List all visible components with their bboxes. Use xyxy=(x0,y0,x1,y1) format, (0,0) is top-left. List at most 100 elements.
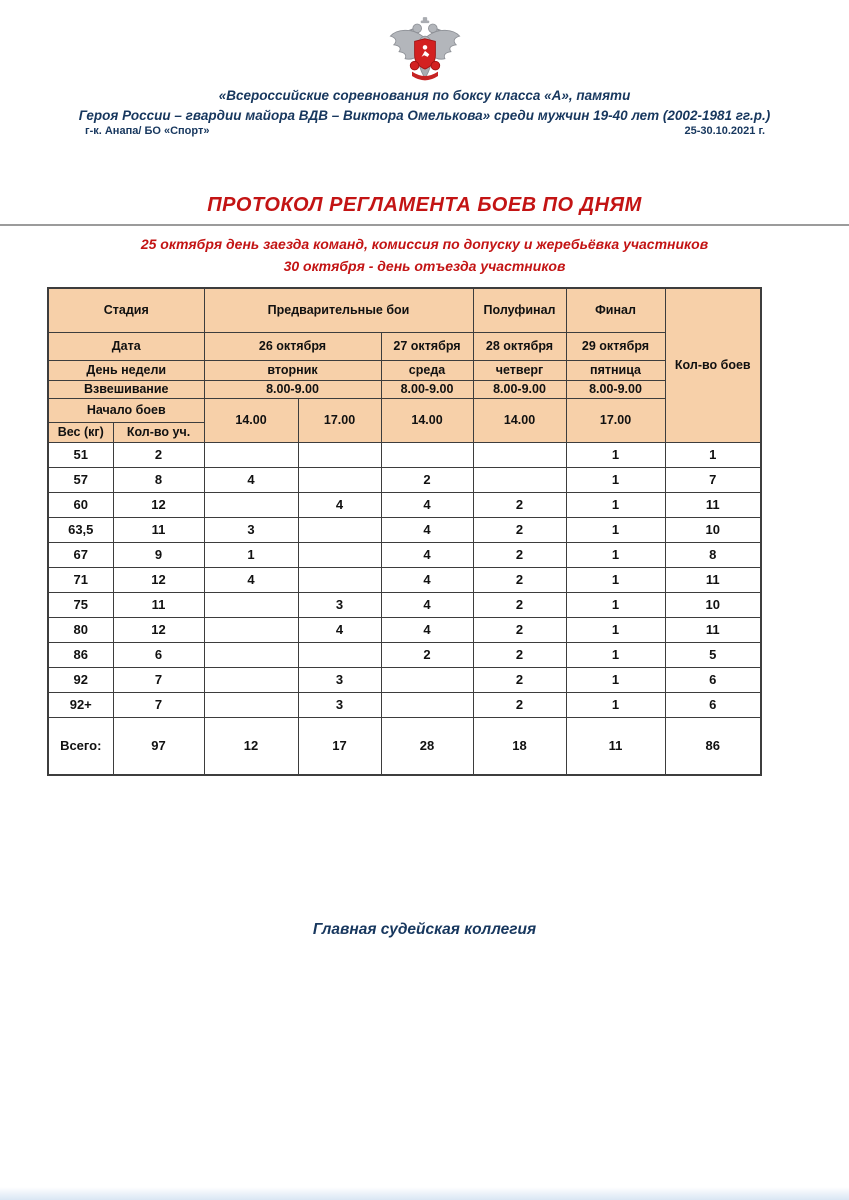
bouts-count-cell: 1 xyxy=(664,441,762,468)
bouts-cell: 1 xyxy=(565,466,666,493)
weight-cell: 67 xyxy=(47,541,114,568)
bouts-cell xyxy=(472,466,567,493)
bouts-cell: 1 xyxy=(565,566,666,593)
start-time-label: Начало боев xyxy=(47,397,205,423)
bouts-cell: 1 xyxy=(565,541,666,568)
bouts-cell xyxy=(380,441,474,468)
bouts-cell xyxy=(472,441,567,468)
total-oct29: 11 xyxy=(565,716,666,776)
start-time-oct28: 14.00 xyxy=(472,397,567,443)
bouts-count-cell: 11 xyxy=(664,566,762,593)
bouts-cell: 2 xyxy=(472,691,567,718)
bouts-cell: 1 xyxy=(565,516,666,543)
date-header-row: Дата 26 октября 27 октября 28 октября 29… xyxy=(47,331,761,361)
bouts-count-header: Кол-во боев xyxy=(664,287,762,443)
start-time-header-row: Начало боев 14.00 17.00 14.00 14.00 17.0… xyxy=(47,397,761,443)
weight-rows: 51 2 1 1 57 8 4 2 1 7 60 12 4 4 2 1 11 63,5 11 3 4 2 1 10 67 9 1 4 2… xyxy=(47,441,762,718)
total-bouts: 86 xyxy=(664,716,762,776)
bouts-cell xyxy=(380,691,474,718)
weighin-label: Взвешивание xyxy=(47,379,205,399)
bouts-cell xyxy=(203,616,299,643)
bouts-cell: 4 xyxy=(380,591,474,618)
date-oct28: 28 октября xyxy=(472,331,567,361)
bouts-cell xyxy=(203,591,299,618)
bouts-cell xyxy=(297,641,382,668)
start-time-oct29: 17.00 xyxy=(565,397,666,443)
bouts-cell: 4 xyxy=(380,541,474,568)
bouts-cell xyxy=(297,441,382,468)
bouts-cell xyxy=(203,641,299,668)
event-dates-text: 25-30.10.2021 г. xyxy=(684,125,765,137)
table-row: 60 12 4 4 2 1 11 xyxy=(47,491,762,518)
weight-cell: 92 xyxy=(47,666,114,693)
bouts-cell: 1 xyxy=(565,616,666,643)
bouts-cell xyxy=(297,466,382,493)
table-row: 51 2 1 1 xyxy=(47,441,762,468)
table-row: 67 9 1 4 2 1 8 xyxy=(47,541,762,568)
bouts-cell: 4 xyxy=(297,491,382,518)
bouts-cell: 2 xyxy=(380,466,474,493)
weight-cell: 92+ xyxy=(47,691,114,718)
weight-cell: 71 xyxy=(47,566,114,593)
bouts-cell: 9 xyxy=(112,541,205,568)
start-time-oct26-2: 17.00 xyxy=(297,397,382,443)
weight-cell: 86 xyxy=(47,641,114,668)
bouts-cell: 3 xyxy=(297,591,382,618)
weight-cell: 51 xyxy=(47,441,114,468)
weight-participants-header-row: Вес (кг) Кол-во уч. xyxy=(47,421,761,443)
bouts-count-cell: 10 xyxy=(664,591,762,618)
bouts-cell: 1 xyxy=(565,591,666,618)
weight-cell: 63,5 xyxy=(47,516,114,543)
weight-cell: 80 xyxy=(47,616,114,643)
table-row: 92 7 3 2 1 6 xyxy=(47,666,762,693)
weekday-fri: пятница xyxy=(565,359,666,381)
total-label: Всего: xyxy=(47,716,114,776)
total-oct27: 28 xyxy=(380,716,474,776)
weekday-tue: вторник xyxy=(203,359,382,381)
bouts-cell: 2 xyxy=(472,641,567,668)
bouts-cell xyxy=(203,491,299,518)
bout-schedule-table: Стадия Предварительные бои Полуфинал Фин… xyxy=(47,287,763,776)
bouts-cell: 1 xyxy=(565,491,666,518)
weekday-wed: среда xyxy=(380,359,474,381)
weight-cell: 57 xyxy=(47,466,114,493)
bouts-cell: 4 xyxy=(380,616,474,643)
weighin-oct27: 8.00-9.00 xyxy=(380,379,474,399)
stage-header-row: Стадия Предварительные бои Полуфинал Фин… xyxy=(47,287,762,443)
table-row: 92+ 7 3 2 1 6 xyxy=(47,691,762,718)
weekday-label: День недели xyxy=(47,359,205,381)
weighin-oct26: 8.00-9.00 xyxy=(203,379,382,399)
bouts-cell: 12 xyxy=(112,616,205,643)
semifinal-header: Полуфинал xyxy=(472,287,567,333)
bouts-cell: 1 xyxy=(203,541,299,568)
competition-title-line2: Героя России – гвардии майора ВДВ – Викт… xyxy=(78,108,771,123)
total-oct28: 18 xyxy=(472,716,567,776)
total-oct26-2: 17 xyxy=(297,716,382,776)
weekday-thu: четверг xyxy=(472,359,567,381)
bouts-cell xyxy=(297,541,382,568)
bouts-cell xyxy=(297,566,382,593)
bouts-cell: 2 xyxy=(112,441,205,468)
preliminary-header: Предварительные бои xyxy=(203,287,474,333)
bouts-count-cell: 11 xyxy=(664,491,762,518)
bouts-count-cell: 7 xyxy=(664,466,762,493)
bouts-cell: 3 xyxy=(297,691,382,718)
table-row: 57 8 4 2 1 7 xyxy=(47,466,762,493)
venue-date-row: г-к. Анапа/ БО «Спорт» 25-30.10.2021 г. xyxy=(85,125,765,137)
date-label: Дата xyxy=(47,331,205,361)
double-headed-eagle-icon xyxy=(389,17,460,81)
stage-header: Стадия xyxy=(47,287,205,333)
bouts-cell: 2 xyxy=(472,591,567,618)
bouts-cell: 6 xyxy=(112,641,205,668)
bouts-cell xyxy=(203,666,299,693)
table-row: 71 12 4 4 2 1 11 xyxy=(47,566,762,593)
bouts-cell: 12 xyxy=(112,566,205,593)
table-row: 63,5 11 3 4 2 1 10 xyxy=(47,516,762,543)
weight-cell: 60 xyxy=(47,491,114,518)
bouts-cell: 4 xyxy=(380,516,474,543)
bouts-cell: 4 xyxy=(203,566,299,593)
subtitle-departure: 30 октября - день отъезда участников xyxy=(283,258,566,274)
bouts-count-cell: 5 xyxy=(664,641,762,668)
weighin-header-row: Взвешивание 8.00-9.00 8.00-9.00 8.00-9.0… xyxy=(47,379,761,399)
